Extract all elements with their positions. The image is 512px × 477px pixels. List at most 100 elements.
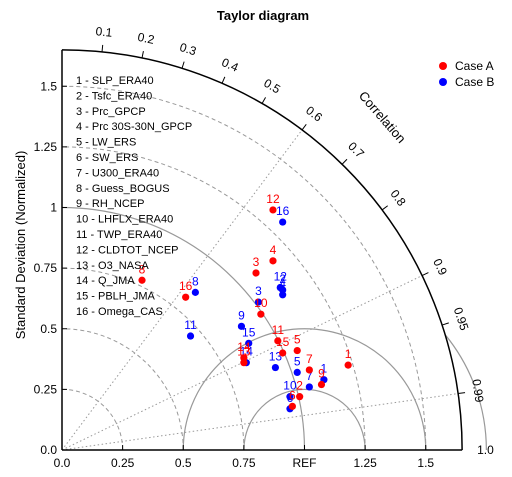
correlation-tick-mark: [341, 158, 348, 165]
data-label: 4: [270, 243, 277, 257]
data-label: 15: [242, 325, 256, 339]
legend-marker: [439, 78, 447, 86]
data-point: [279, 291, 287, 299]
variable-list-item: 11 - TWP_ERA40: [76, 229, 162, 241]
data-label: 3: [253, 255, 260, 269]
data-label: 16: [179, 279, 193, 293]
x-tick-label: 1.0: [477, 443, 494, 457]
data-point: [296, 393, 304, 401]
std-arc: [61, 85, 427, 451]
correlation-line: [61, 129, 303, 451]
variable-list-item: 9 - RH_NCEP: [76, 198, 144, 210]
data-label: 1: [321, 362, 328, 376]
variable-list-item: 10 - LHFLX_ERA40: [76, 214, 173, 226]
data-points: 1234567891011121314151612345678910111213…: [138, 192, 352, 413]
y-tick-label: 1: [50, 201, 57, 215]
correlation-tick-mark: [441, 322, 449, 326]
correlation-tick-label: 0.6: [303, 103, 325, 124]
legend-marker: [439, 62, 447, 70]
variable-list-item: 5 - LW_ERS: [76, 137, 136, 149]
correlation-tick-label: 0.95: [451, 306, 472, 333]
variable-list-item: 3 - Prc_GPCP: [76, 106, 146, 118]
data-label: 10: [283, 379, 297, 393]
variable-list-item: 2 - Tsfc_ERA40: [76, 90, 152, 102]
x-tick-label: REF: [293, 456, 317, 470]
y-tick-label: 1.25: [34, 140, 58, 154]
data-point: [191, 288, 199, 296]
data-label: 9: [318, 367, 325, 381]
std-arc: [61, 328, 184, 451]
correlation-tick-label: 0.7: [345, 139, 367, 161]
y-tick-label: 0.5: [40, 322, 57, 336]
y-tick-label: 1.5: [40, 79, 57, 93]
correlation-tick-label: 0.3: [178, 40, 198, 58]
data-label: 15: [276, 335, 290, 349]
data-label: 3: [255, 284, 262, 298]
rms-arc: [182, 328, 427, 451]
rms-arc: [243, 388, 366, 451]
data-label: 2: [279, 272, 286, 286]
data-point: [254, 298, 263, 306]
axes-layer: [61, 49, 463, 451]
data-point: [288, 402, 296, 410]
correlation-tick-mark: [301, 124, 307, 131]
data-point: [274, 337, 282, 345]
correlation-tick-label: 0.1: [95, 24, 113, 40]
x-tick-label: 1.5: [417, 456, 434, 470]
data-label: 9: [238, 308, 245, 322]
data-label: 13: [269, 350, 283, 364]
rms-arc: [444, 334, 487, 451]
data-point: [305, 366, 313, 374]
variable-list-item: 16 - Omega_CAS: [76, 306, 163, 318]
std-arc: [61, 267, 245, 451]
data-label: 7: [306, 369, 313, 383]
variable-list-item: 4 - Prc 30S-30N_GPCP: [76, 121, 192, 133]
data-point: [252, 269, 260, 277]
y-tick-label: 0.75: [34, 261, 58, 275]
tick-layer: 0.00.00.250.250.50.50.750.75REF11.251.25…: [34, 24, 494, 470]
correlation-tick-label: 0.9: [430, 256, 450, 277]
data-point: [276, 283, 284, 292]
x-tick-label: 0.0: [54, 456, 71, 470]
correlation-tick-label: 0.8: [387, 187, 408, 209]
variable-list-item: 6 - SW_ERS: [76, 152, 138, 164]
std-arc: [61, 146, 366, 451]
data-label: 10: [254, 296, 268, 310]
y-tick-label: 0.25: [34, 382, 58, 396]
variable-list: 1 - SLP_ERA40 2 - Tsfc_ERA40 3 - Prc_GPCP 4…: [76, 75, 192, 318]
y-tick-label: 0.0: [40, 443, 57, 457]
correlation-tick-mark: [101, 44, 104, 52]
data-label: 8: [139, 262, 146, 276]
data-label: 5: [294, 333, 301, 347]
std-arc: [61, 388, 124, 451]
variable-list-item: 13 - O3_NASA: [76, 260, 149, 272]
data-point: [269, 206, 277, 214]
data-point: [240, 354, 248, 362]
y-axis-label: Standard Deviation (Normalized): [13, 151, 28, 340]
data-label: 5: [294, 354, 301, 368]
data-point: [245, 339, 253, 347]
correlation-line: [61, 393, 459, 451]
variable-list-item: 14 - Q_JMA: [76, 275, 135, 287]
data-label: 16: [276, 204, 290, 218]
correlation-tick-mark: [381, 205, 389, 211]
x-tick-label: 0.25: [111, 456, 135, 470]
data-label: 14: [237, 340, 251, 354]
legend-label: Case B: [455, 75, 494, 89]
data-point: [269, 257, 277, 265]
correlation-tick-mark: [421, 272, 429, 277]
correlation-tick-label: 0.5: [261, 76, 283, 97]
legend-label: Case A: [455, 59, 494, 73]
data-label: 1: [345, 347, 352, 361]
data-point: [271, 363, 279, 372]
x-tick-label: 1.25: [353, 456, 377, 470]
correlation-tick-mark: [458, 392, 466, 395]
outer-arc: [61, 49, 463, 451]
legend: Case A Case B: [439, 59, 494, 89]
data-point: [293, 346, 301, 355]
data-point: [344, 361, 352, 369]
variable-list-item: 15 - PBLH_JMA: [76, 291, 156, 303]
correlation-tick-mark: [261, 97, 266, 104]
data-label: 11: [272, 323, 285, 337]
